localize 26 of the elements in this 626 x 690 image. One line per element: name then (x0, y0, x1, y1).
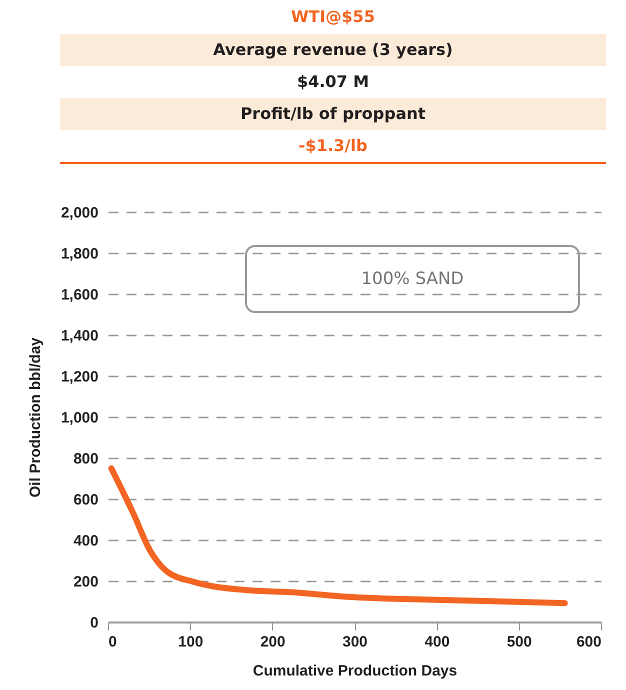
text: $4.07 M (296, 71, 370, 93)
annotation: 100% SAND (245, 245, 580, 313)
x-tick-label: 600 (576, 634, 602, 650)
y-tick-label: 1,400 (60, 328, 98, 344)
y-tick-label: 800 (73, 450, 98, 468)
y-tick-label: 2,000 (60, 204, 98, 222)
x-tick-label: 300 (342, 634, 368, 650)
y-tick-label: 1,800 (60, 246, 98, 262)
y-tick-label: 1,600 (60, 286, 98, 304)
y-tick-label: 200 (73, 574, 98, 590)
x-tick-label: 400 (424, 634, 450, 650)
x-tick-label: 500 (506, 634, 532, 650)
y-tick-label: 600 (73, 492, 98, 508)
x-tick-label: 100 (178, 634, 204, 650)
text: Average revenue (3 years) (60, 34, 606, 66)
y-tick-label: 400 (73, 532, 98, 550)
y-tick-label: 0 (90, 614, 98, 632)
x-tick-label: 200 (260, 634, 286, 650)
x-axis-title: Cumulative Production Days (252, 662, 458, 680)
y-tick-label: 1,000 (60, 410, 98, 426)
text: Profit/lb of proppant (60, 98, 606, 130)
y-tick-label: 1,200 (60, 368, 98, 386)
y-axis-title: Oil Production bbl/day (26, 336, 44, 498)
chart-title: WTI@$55 (290, 6, 376, 28)
x-tick-label: 0 (108, 634, 117, 650)
text: -$1.3/lb (60, 130, 606, 164)
